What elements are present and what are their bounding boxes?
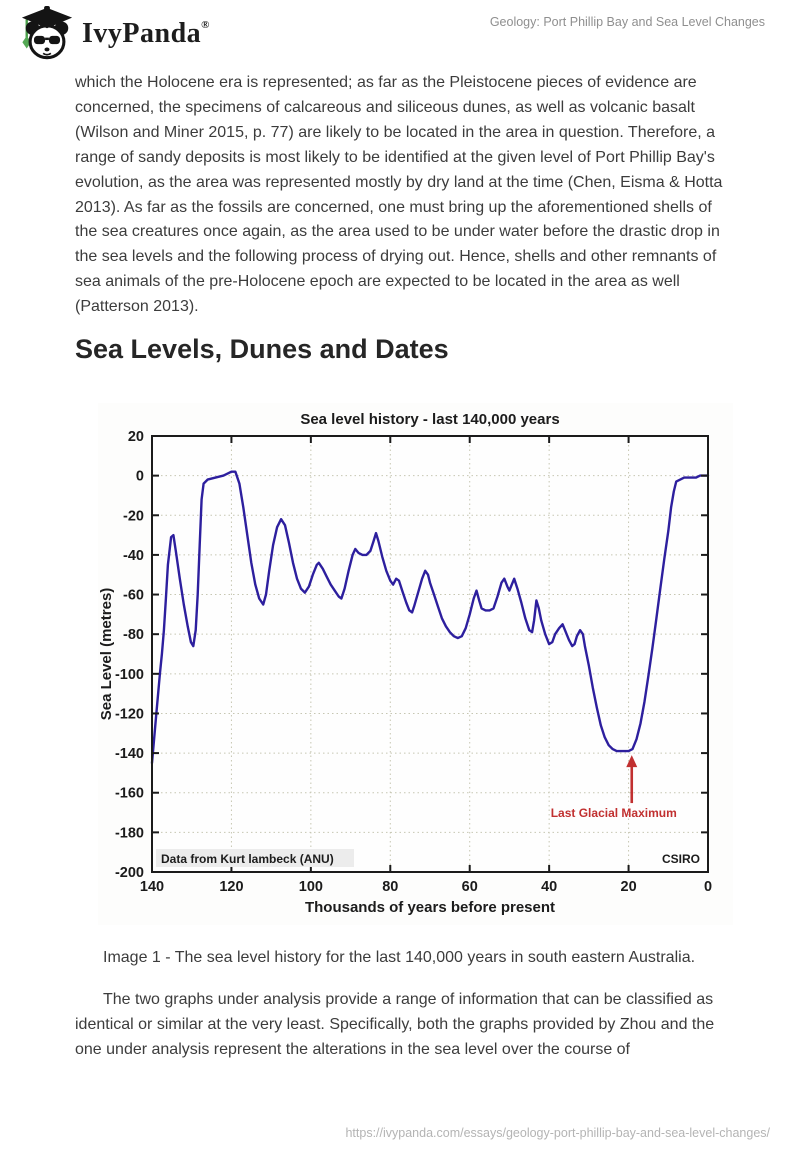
ivypanda-logo: IvyPanda® — [18, 6, 210, 62]
x-tick-label: 80 — [382, 879, 398, 895]
body-paragraph-1: which the Holocene era is represented; a… — [75, 74, 723, 316]
plot-border — [151, 435, 709, 873]
sea-level-chart-figure: 140 120 100 80 60 40 20 0 20 0 -20 -40 -60 -80 -100 -12… — [98, 403, 733, 925]
sea-level-chart: 140 120 100 80 60 40 20 0 20 0 -20 -40 -60 -80 -100 -12… — [98, 411, 712, 916]
x-tick-label: 0 — [704, 879, 712, 895]
y-tick-label: -180 — [115, 825, 144, 841]
y-tick-label: 20 — [128, 429, 144, 445]
x-tick-label: 20 — [621, 879, 637, 895]
y-tick-label: -60 — [123, 588, 144, 604]
y-tick-label: 0 — [136, 469, 144, 485]
sea-level-line — [150, 470, 710, 765]
x-tick-label: 140 — [140, 879, 164, 895]
x-tick-label: 100 — [299, 879, 323, 895]
x-tick-label: 120 — [219, 879, 243, 895]
brand-wordmark: IvyPanda® — [82, 18, 210, 49]
y-axis-label: Sea Level (metres) — [98, 588, 115, 721]
figure-caption: Image 1 - The sea level history for the … — [103, 949, 696, 966]
registered-mark: ® — [201, 19, 210, 31]
x-axis-label: Thousands of years before present — [305, 899, 555, 916]
chart-title: Sea level history - last 140,000 years — [300, 411, 559, 428]
ivypanda-panda-icon — [21, 6, 73, 60]
chart-credit-left: Data from Kurt lambeck (ANU) — [161, 852, 334, 866]
x-tick-label: 60 — [462, 879, 478, 895]
y-tick-label: -140 — [115, 746, 144, 762]
running-head-title: Geology: Port Phillip Bay and Sea Level … — [489, 15, 765, 29]
lgm-arrowhead — [626, 755, 638, 768]
y-tick-label: -200 — [115, 865, 144, 881]
y-tick-label: -160 — [115, 786, 144, 802]
chart-credit-right: CSIRO — [662, 852, 700, 866]
lgm-annotation-label: Last Glacial Maximum — [551, 806, 677, 820]
y-tick-label: -100 — [115, 667, 144, 683]
y-tick-label: -20 — [123, 508, 144, 524]
section-heading: Sea Levels, Dunes and Dates — [75, 334, 449, 364]
y-tick-label: -80 — [123, 627, 144, 643]
y-tick-label: -40 — [123, 548, 144, 564]
body-paragraph-2: The two graphs under analysis provide a … — [75, 991, 715, 1058]
y-tick-label: -120 — [115, 706, 144, 722]
x-tick-label: 40 — [541, 879, 557, 895]
footer-url-link[interactable]: https://ivypanda.com/essays/geology-port… — [345, 1126, 770, 1140]
